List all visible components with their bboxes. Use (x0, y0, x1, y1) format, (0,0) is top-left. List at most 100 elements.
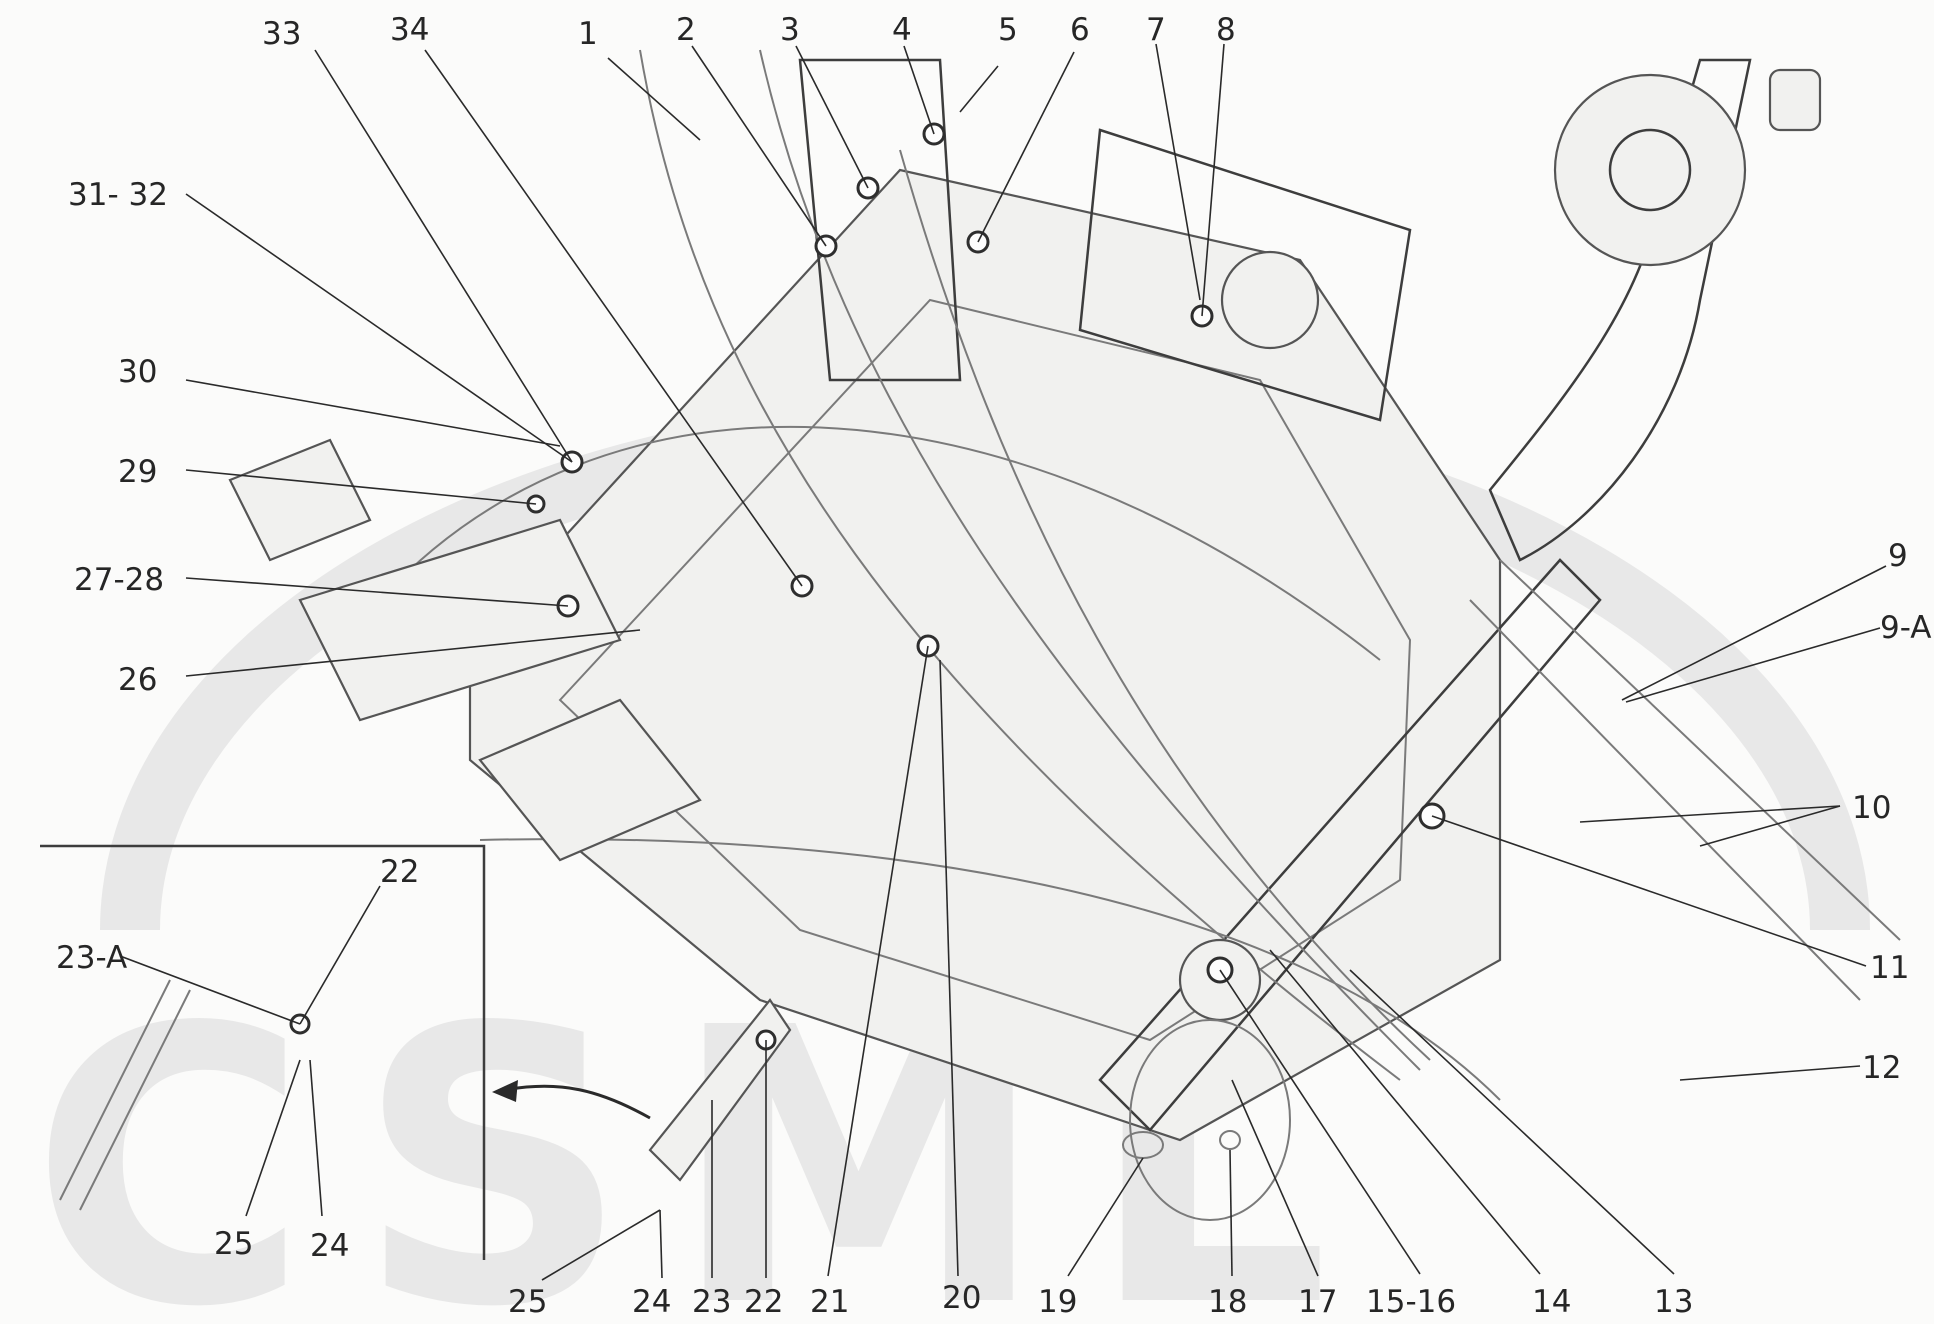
part-18-pin (1219, 1130, 1241, 1150)
callout-11: 11 (1870, 950, 1909, 986)
leader-13 (1349, 969, 1675, 1275)
leader-22-inset (299, 885, 381, 1025)
leader-25-inset (245, 1059, 301, 1217)
tube-5 (479, 838, 1501, 1101)
leader-24 (659, 1209, 663, 1279)
leader-8 (1201, 43, 1225, 317)
callout-labels: 33 34 1 2 3 4 5 6 7 8 31- 32 30 29 27-28… (56, 12, 1931, 1320)
callout-25-inset: 25 (214, 1226, 253, 1262)
leader-10a (1579, 805, 1841, 823)
upright-post (1488, 58, 1752, 562)
leader-9 (1621, 565, 1887, 701)
callout-27-28: 27-28 (74, 562, 164, 598)
callout-24-inset: 24 (310, 1228, 349, 1264)
right-block (1078, 128, 1412, 422)
callout-18: 18 (1208, 1284, 1247, 1320)
callout-30: 30 (118, 354, 157, 390)
inset-part (59, 979, 191, 1211)
leader-14 (1269, 949, 1541, 1275)
handwheel-hub (1608, 128, 1692, 212)
leader-10b (1699, 805, 1841, 847)
leader-30 (185, 379, 561, 447)
callout-13: 13 (1654, 1284, 1693, 1320)
leader-18 (1229, 1149, 1233, 1277)
leader-2 (691, 45, 827, 247)
leader-24-inset (309, 1059, 323, 1217)
leader-1 (607, 57, 701, 141)
callout-33: 33 (262, 16, 301, 52)
callout-20: 20 (942, 1280, 981, 1316)
mechanism-drawing (40, 49, 1901, 1260)
callout-31-32: 31- 32 (68, 177, 168, 213)
callout-7: 7 (1146, 12, 1166, 48)
leader-25 (541, 1209, 661, 1281)
left-grip (228, 438, 372, 562)
callout-9: 9 (1888, 538, 1908, 574)
handwheel (1553, 73, 1747, 267)
callout-15-16: 15-16 (1366, 1284, 1456, 1320)
leader-19 (1067, 1157, 1144, 1277)
callout-26: 26 (118, 662, 157, 698)
upper-block (798, 58, 962, 382)
callout-17: 17 (1298, 1284, 1337, 1320)
left-cylinder (298, 518, 622, 722)
tube-3 (759, 49, 1421, 1071)
callout-6: 6 (1070, 12, 1090, 48)
ball-knob (1220, 250, 1320, 350)
cutter-blade (648, 998, 792, 1182)
leader-5 (959, 65, 999, 113)
leader-12 (1679, 1065, 1861, 1081)
callout-25: 25 (508, 1284, 547, 1320)
direction-arrow-head (492, 1080, 518, 1102)
callout-23-A: 23-A (56, 940, 127, 976)
leader-lines (119, 43, 1887, 1281)
callout-23: 23 (692, 1284, 731, 1320)
leader-9-A (1625, 627, 1881, 703)
callout-14: 14 (1532, 1284, 1571, 1320)
leader-20 (939, 659, 959, 1277)
callout-3: 3 (780, 12, 800, 48)
callout-4: 4 (892, 12, 912, 48)
tube-4 (899, 149, 1431, 1061)
callout-22-inset: 22 (380, 854, 419, 890)
callout-24: 24 (632, 1284, 671, 1320)
callout-8: 8 (1216, 12, 1236, 48)
leader-27-28 (185, 577, 569, 607)
leader-23-A (119, 955, 301, 1025)
leader-29 (185, 469, 537, 505)
callout-10: 10 (1852, 790, 1891, 826)
callout-9-A: 9-A (1880, 610, 1931, 646)
leader-31-32 (185, 193, 573, 463)
callout-34: 34 (390, 12, 429, 48)
callout-29: 29 (118, 454, 157, 490)
callout-22: 22 (744, 1284, 783, 1320)
tube-2 (639, 49, 1401, 1081)
callout-12: 12 (1862, 1050, 1901, 1086)
lever-arm (1098, 558, 1602, 1132)
leader-17 (1231, 1079, 1319, 1277)
callout-19: 19 (1038, 1284, 1077, 1320)
right-rail (1469, 559, 1901, 1001)
leader-6 (977, 51, 1075, 243)
tube-1 (379, 426, 1381, 661)
leader-15-16 (1219, 969, 1421, 1275)
callout-1: 1 (578, 16, 598, 52)
lower-grip (478, 698, 702, 862)
leader-34 (424, 49, 803, 587)
inner-plate (558, 298, 1412, 1042)
leader-26 (185, 629, 641, 677)
callout-2: 2 (676, 12, 696, 48)
lower-disc (1129, 1019, 1291, 1221)
leader-3 (795, 45, 869, 189)
leader-21 (827, 645, 929, 1277)
callout-5: 5 (998, 12, 1018, 48)
leader-11 (1431, 815, 1867, 967)
direction-arrow-shaft (504, 1084, 651, 1120)
leader-33 (314, 49, 573, 463)
leader-4 (903, 45, 935, 135)
leader-7 (1155, 43, 1201, 301)
knob-top (1768, 68, 1822, 132)
callout-21: 21 (810, 1284, 849, 1320)
